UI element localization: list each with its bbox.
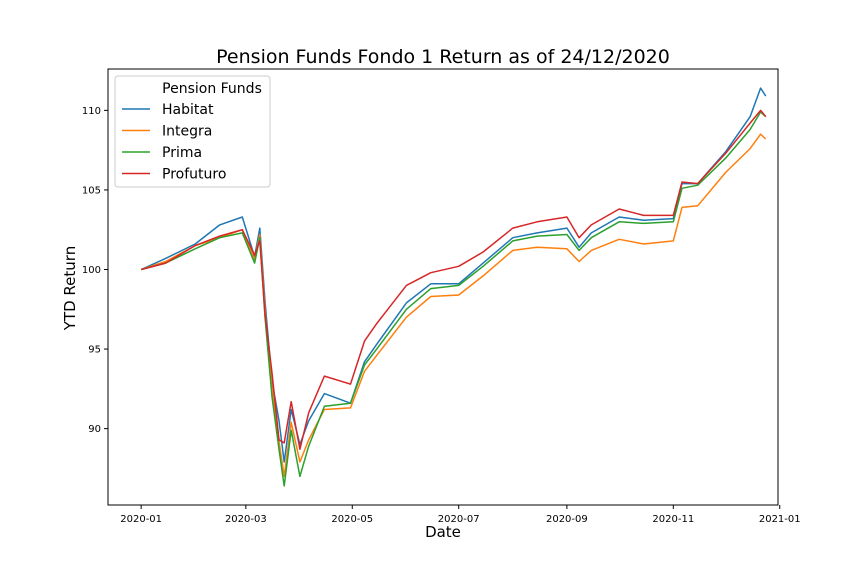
legend-label-habitat: Habitat: [162, 102, 214, 118]
legend-title: Pension Funds: [162, 81, 262, 97]
y-tick-label: 100: [82, 265, 101, 276]
y-tick-label: 90: [88, 424, 101, 435]
plot-frame: [107, 68, 779, 506]
y-tick-label: 95: [88, 345, 101, 356]
x-tick-label: 2020-07: [438, 514, 480, 525]
chart-title: Pension Funds Fondo 1 Return as of 24/12…: [216, 46, 670, 68]
ticks-layer: 2020-01 2020-03 2020-05 2020-07 2020-09 2020-…: [82, 106, 801, 525]
x-tick-label: 2020-03: [225, 514, 267, 525]
legend: Pension Funds Habitat Integra Prima Profutu…: [114, 75, 271, 188]
x-tick-label: 2020-01: [120, 514, 162, 525]
x-axis-label: Date: [425, 523, 461, 541]
series-line-profuturo: [141, 109, 767, 451]
y-tick-label: 105: [82, 185, 101, 196]
legend-label-integra: Integra: [162, 124, 212, 140]
legend-box: [114, 75, 271, 188]
x-tick-label: 2021-01: [759, 514, 801, 525]
x-tick-label: 2020-09: [546, 514, 588, 525]
legend-items: Habitat Integra Prima Profuturo: [122, 102, 226, 183]
legend-label-prima: Prima: [162, 145, 202, 161]
series-layer: [140, 87, 767, 487]
x-tick-label: 2020-11: [652, 514, 694, 525]
y-axis-label: YTD Return: [61, 246, 79, 331]
x-tick-label: 2020-05: [331, 514, 373, 525]
y-tick-label: 110: [82, 106, 101, 117]
legend-label-profuturo: Profuturo: [162, 167, 226, 183]
